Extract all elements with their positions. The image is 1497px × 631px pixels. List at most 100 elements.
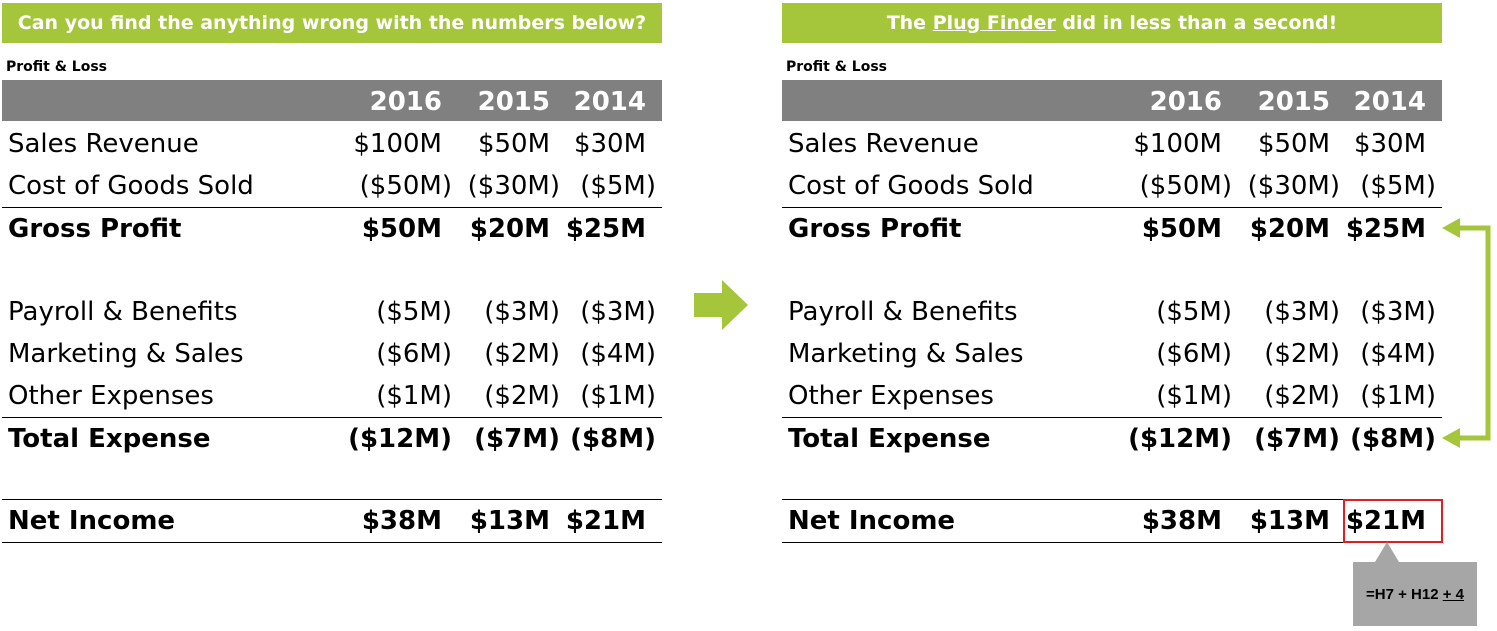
year-2015: 2015 (1257, 87, 1330, 117)
cell-2016: $38M (361, 506, 442, 536)
cell-2014: $21M (565, 506, 646, 536)
cell-2014: ($8M) (570, 424, 656, 454)
row-marketing: Marketing & Sales ($6M) ($2M) ($4M) (2, 333, 662, 375)
cell-2016: ($6M) (1156, 339, 1232, 369)
cell-2016: ($1M) (376, 381, 452, 411)
plug-finder-link[interactable]: Plug Finder (932, 12, 1056, 34)
row-label: Other Expenses (788, 381, 994, 411)
year-2014: 2014 (1353, 87, 1426, 117)
cell-2014: ($8M) (1350, 424, 1436, 454)
row-gross-profit: Gross Profit $50M $20M $25M (2, 208, 662, 250)
cell-2016: ($6M) (376, 339, 452, 369)
right-arrow-icon (694, 280, 748, 330)
row-label: Total Expense (8, 424, 211, 454)
year-header: 2016 2015 2014 (2, 80, 662, 121)
cell-2016: $100M (1133, 129, 1222, 159)
row-gross-profit: Gross Profit $50M $20M $25M (782, 208, 1442, 250)
row-label: Cost of Goods Sold (8, 171, 254, 201)
row-label: Sales Revenue (788, 129, 979, 159)
cell-2016: ($5M) (376, 297, 452, 327)
table-caption: Profit & Loss (6, 59, 108, 75)
cell-2015: $20M (1249, 214, 1330, 244)
row-cogs: Cost of Goods Sold ($50M) ($30M) ($5M) (782, 165, 1442, 208)
row-label: Marketing & Sales (8, 339, 244, 369)
cell-2015: ($2M) (484, 339, 560, 369)
cell-2015: ($3M) (1264, 297, 1340, 327)
row-sales-revenue: Sales Revenue $100M $50M $30M (2, 123, 662, 165)
cell-2014: ($4M) (580, 339, 656, 369)
cell-2016: ($12M) (1128, 424, 1232, 454)
question-banner: Can you find the anything wrong with the… (2, 3, 662, 43)
cell-2015: ($7M) (474, 424, 560, 454)
row-total-expense: Total Expense ($12M) ($7M) ($8M) (2, 418, 662, 460)
cell-2015: $13M (1249, 506, 1330, 536)
row-label: Gross Profit (8, 214, 182, 244)
cell-2016: $38M (1141, 506, 1222, 536)
cell-2014: ($4M) (1360, 339, 1436, 369)
cell-2015: ($7M) (1254, 424, 1340, 454)
row-total-expense: Total Expense ($12M) ($7M) ($8M) (782, 418, 1442, 460)
cell-2014: ($5M) (1360, 171, 1436, 201)
row-label: Sales Revenue (8, 129, 199, 159)
row-net-income: Net Income $38M $13M $21M (782, 499, 1442, 543)
plug-finder-panel: The Plug Finder did in less than a secon… (782, 0, 1443, 560)
formula-main: =H7 + H12 (1366, 586, 1443, 603)
year-2014: 2014 (573, 87, 646, 117)
cell-2014: ($1M) (580, 381, 656, 411)
formula-callout (1353, 542, 1477, 626)
row-label: Marketing & Sales (788, 339, 1024, 369)
cell-2014: $30M (573, 129, 646, 159)
formula-plug: + 4 (1442, 586, 1464, 603)
cell-2015: ($3M) (484, 297, 560, 327)
formula-text: =H7 + H12 + 4 (1353, 586, 1477, 603)
bracket-arrow-icon (1442, 218, 1491, 448)
cell-2016: ($50M) (359, 171, 452, 201)
row-sales-revenue: Sales Revenue $100M $50M $30M (782, 123, 1442, 165)
row-marketing: Marketing & Sales ($6M) ($2M) ($4M) (782, 333, 1442, 375)
cell-2015: $20M (469, 214, 550, 244)
year-2016: 2016 (1149, 87, 1222, 117)
cell-2015: ($2M) (1264, 339, 1340, 369)
cell-2016: ($5M) (1156, 297, 1232, 327)
row-label: Gross Profit (788, 214, 962, 244)
year-2015: 2015 (477, 87, 550, 117)
year-2016: 2016 (369, 87, 442, 117)
cell-2014: ($5M) (580, 171, 656, 201)
question-banner-text: Can you find the anything wrong with the… (17, 12, 647, 34)
cell-2016: $50M (1141, 214, 1222, 244)
row-label: Net Income (8, 506, 176, 536)
row-label: Other Expenses (8, 381, 214, 411)
banner-suffix: did in less than a second! (1055, 12, 1338, 34)
cell-2014: $30M (1353, 129, 1426, 159)
row-cogs: Cost of Goods Sold ($50M) ($30M) ($5M) (2, 165, 662, 208)
cell-2015: $50M (477, 129, 550, 159)
cell-2016: ($50M) (1139, 171, 1232, 201)
year-header: 2016 2015 2014 (782, 80, 1442, 121)
table-caption: Profit & Loss (786, 59, 888, 75)
row-label: Net Income (788, 506, 956, 536)
cell-2015: ($30M) (467, 171, 560, 201)
answer-banner: The Plug Finder did in less than a secon… (782, 3, 1442, 43)
cell-2015: ($2M) (1264, 381, 1340, 411)
row-label: Payroll & Benefits (788, 297, 1018, 327)
cell-2016: ($12M) (348, 424, 452, 454)
plug-highlight-box (1343, 499, 1443, 543)
row-net-income: Net Income $38M $13M $21M (2, 499, 662, 543)
original-pnl-panel: Can you find the anything wrong with the… (2, 0, 662, 560)
banner-prefix: The (886, 12, 933, 34)
cell-2016: ($1M) (1156, 381, 1232, 411)
cell-2015: $13M (469, 506, 550, 536)
cell-2014: $25M (565, 214, 646, 244)
cell-2015: $50M (1257, 129, 1330, 159)
cell-2014: ($3M) (580, 297, 656, 327)
cell-2014-highlighted[interactable]: $21M (1345, 506, 1426, 536)
row-other-expenses: Other Expenses ($1M) ($2M) ($1M) (782, 375, 1442, 418)
row-payroll: Payroll & Benefits ($5M) ($3M) ($3M) (782, 291, 1442, 333)
cell-2016: $50M (361, 214, 442, 244)
row-label: Cost of Goods Sold (788, 171, 1034, 201)
row-other-expenses: Other Expenses ($1M) ($2M) ($1M) (2, 375, 662, 418)
row-payroll: Payroll & Benefits ($5M) ($3M) ($3M) (2, 291, 662, 333)
row-label: Total Expense (788, 424, 991, 454)
cell-2014: ($1M) (1360, 381, 1436, 411)
row-label: Payroll & Benefits (8, 297, 238, 327)
